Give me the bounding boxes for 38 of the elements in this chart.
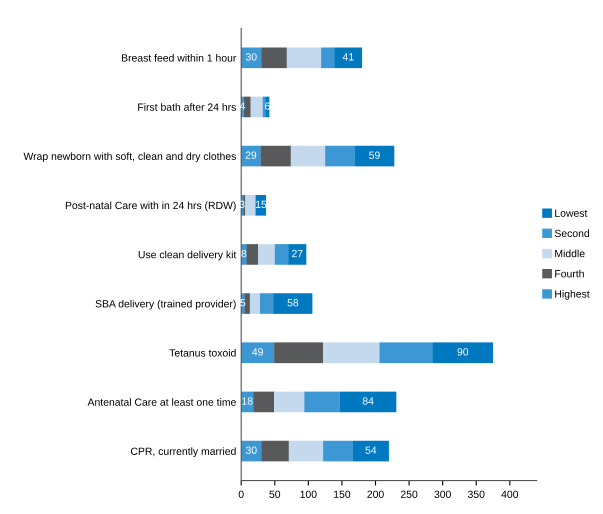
y-tick-label: Post-natal Care with in 24 hrs (RDW) [66,201,236,212]
x-tick-label: 300 [434,490,451,498]
data-label: 54 [365,446,376,454]
x-tick-label: 50 [269,490,280,498]
legend-label: Fourth [555,270,584,278]
legend-label: Second [554,229,590,238]
y-tick-label: Tetanus toxoid [169,348,236,357]
y-tick-label: SBA delivery (trained provider) [96,300,236,310]
data-label: 59 [369,152,380,159]
data-label: 49 [252,348,263,356]
data-label: 41 [342,53,354,60]
legend-label: Middle [555,250,585,258]
data-label: 58 [288,299,298,306]
x-tick-label: 200 [367,490,384,498]
y-tick-label: First bath after 24 hrs [138,103,236,111]
data-label: 27 [292,250,303,258]
data-label: 18 [242,397,253,405]
y-tick-label: Antenatal Care at least one time [88,398,236,406]
y-tick-label: Breast feed within 1 hour [122,54,236,62]
y-tick-label: Use clean delivery kit [138,250,236,260]
data-label: 30 [246,53,257,61]
data-label: 84 [362,397,374,405]
y-tick-label: Wrap newborn with soft, clean and dry clothes [24,152,236,162]
x-tick-label: 150 [334,490,350,498]
x-tick-label: 350 [468,490,485,498]
y-tick-label: CPR, currently married [130,447,236,458]
data-label: 8 [241,250,246,258]
x-tick-label: 100 [300,490,317,498]
legend-label: Lowest [555,210,588,217]
x-tick-label: 400 [501,490,518,498]
data-label: 29 [246,152,256,159]
data-label: 5 [240,299,246,306]
x-tick-label: 250 [400,490,418,498]
legend-label: Highest [555,290,590,300]
x-tick-label: 0 [238,490,244,498]
data-label: 30 [246,446,257,454]
data-label: 6 [265,102,270,110]
data-label: 90 [458,348,468,356]
